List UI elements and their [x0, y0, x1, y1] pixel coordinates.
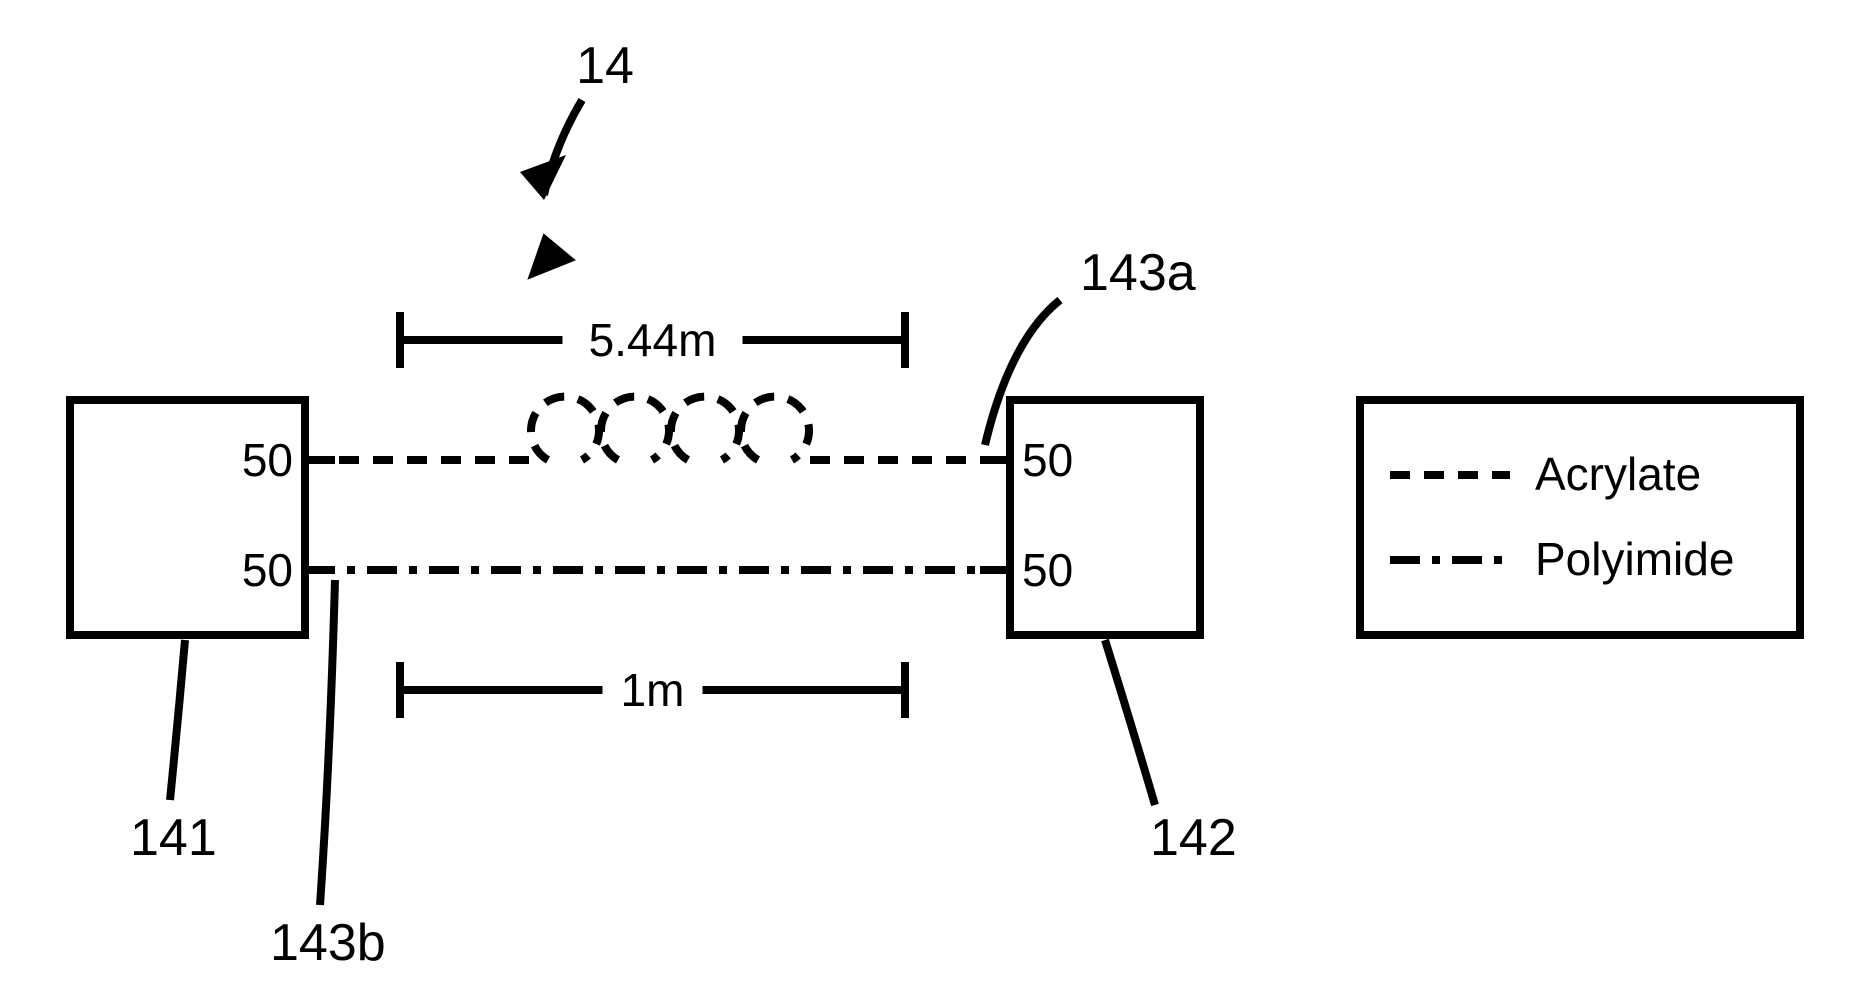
legend-acrylate-label: Acrylate [1535, 448, 1701, 500]
legend-polyimide-label: Polyimide [1535, 533, 1734, 585]
port-label-left-top: 50 [242, 434, 293, 486]
main-callout: 14 [576, 37, 634, 95]
callout-leader-143b [320, 580, 335, 905]
callout-142: 142 [1150, 809, 1237, 867]
callout-leader-141 [170, 640, 185, 800]
arrowhead-icon [529, 235, 574, 278]
acrylate-coil [531, 397, 809, 460]
callout-leader-142 [1105, 640, 1155, 805]
dim-bottom: 1m [621, 664, 685, 716]
port-label-right-bottom: 50 [1022, 544, 1073, 596]
legend-box [1360, 400, 1800, 635]
callout-143b: 143b [270, 914, 386, 972]
arrowhead-icon [520, 155, 566, 200]
callout-143a: 143a [1080, 244, 1196, 302]
callout-leader-143a [985, 300, 1060, 445]
callout-141: 141 [130, 809, 217, 867]
port-label-left-bottom: 50 [242, 544, 293, 596]
port-label-right-top: 50 [1022, 434, 1073, 486]
dim-top: 5.44m [589, 314, 717, 366]
